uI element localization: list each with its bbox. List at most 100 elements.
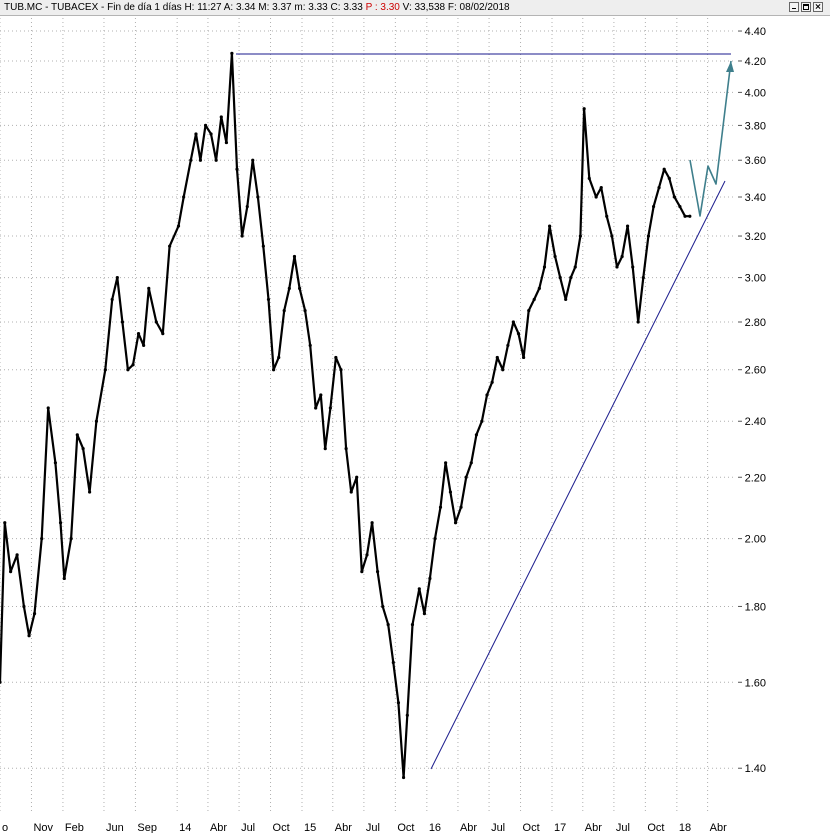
x-tick-label: o — [2, 822, 8, 833]
price-point — [569, 275, 573, 280]
price-point — [272, 368, 276, 372]
price-point — [631, 265, 635, 269]
price-point — [405, 713, 409, 717]
price-point — [391, 660, 395, 665]
price-point — [214, 158, 218, 162]
price-point — [527, 309, 531, 313]
close-label: C: — [330, 2, 341, 13]
x-tick-label: Abr — [710, 822, 727, 833]
previous-label: P : — [365, 2, 378, 13]
price-point — [662, 167, 666, 171]
price-point — [587, 176, 591, 180]
chart-grid — [0, 18, 736, 811]
price-point — [651, 204, 656, 209]
price-point — [198, 158, 203, 162]
minimize-icon[interactable] — [789, 2, 799, 12]
price-point — [261, 244, 265, 248]
price-series — [0, 51, 692, 780]
price-point — [558, 275, 562, 280]
price-point — [182, 195, 186, 199]
price-point — [386, 622, 390, 627]
price-point — [401, 775, 406, 780]
price-point — [532, 297, 536, 302]
x-tick-label: Jul — [366, 822, 380, 833]
trendlines — [236, 53, 731, 770]
price-point — [485, 393, 489, 397]
price-point — [381, 604, 385, 609]
price-point — [360, 570, 364, 574]
period-label: Fin de día 1 días — [107, 2, 182, 13]
price-point — [219, 115, 223, 119]
price-point — [319, 393, 323, 397]
price-point — [578, 234, 582, 238]
price-point — [370, 521, 374, 525]
support-trendline — [430, 180, 726, 770]
x-tick-label: Abr — [460, 822, 477, 833]
price-point — [678, 204, 682, 209]
y-tick-label: 3.60 — [745, 155, 766, 167]
price-point — [605, 214, 609, 218]
x-axis: o Nov Feb Jun Sep 14 Abr Jul Oct 15 Abr Jul Oct 16 Abr… — [2, 822, 727, 833]
price-point — [490, 380, 494, 384]
price-point — [553, 254, 557, 259]
y-tick-label: 3.40 — [745, 192, 766, 204]
price-point — [256, 195, 260, 199]
projection-arrowhead — [726, 61, 734, 72]
x-tick-label: 18 — [679, 822, 691, 833]
price-point — [594, 195, 598, 199]
price-point — [136, 332, 141, 336]
price-point — [646, 234, 651, 238]
close-value: 3.33 — [343, 2, 363, 13]
price-point — [615, 265, 619, 269]
price-point — [203, 123, 208, 128]
price-point — [110, 297, 114, 302]
price-point — [501, 368, 505, 372]
price-point — [235, 167, 239, 171]
price-point — [657, 186, 661, 190]
price-point — [131, 363, 135, 367]
price-point — [142, 343, 146, 348]
y-tick-label: 2.80 — [745, 317, 766, 329]
price-point — [344, 447, 348, 451]
x-tick-label: Abr — [210, 822, 227, 833]
price-point — [94, 419, 99, 423]
ticker-name: TUB.MC - TUBACEX — [4, 2, 99, 13]
previous-value: 3.30 — [380, 2, 400, 13]
price-point — [3, 521, 7, 525]
price-line — [0, 52, 690, 779]
y-tick-label: 2.00 — [745, 534, 766, 546]
price-point — [410, 622, 415, 627]
price-point — [667, 176, 671, 180]
price-point — [168, 244, 172, 248]
price-point — [582, 107, 586, 111]
x-tick-label: Oct — [397, 822, 414, 833]
x-tick-label: Oct — [273, 822, 290, 833]
price-point — [355, 475, 359, 479]
price-point — [69, 537, 73, 541]
x-tick-label: Oct — [647, 822, 664, 833]
y-tick-label: 3.00 — [745, 273, 766, 285]
price-point — [161, 332, 165, 336]
price-point — [58, 521, 63, 525]
price-point — [46, 406, 50, 410]
price-point — [81, 447, 85, 451]
close-icon[interactable] — [813, 2, 823, 12]
price-point — [469, 461, 473, 465]
time-value: 11:27 — [197, 2, 222, 13]
price-point — [15, 553, 19, 557]
x-tick-label: Feb — [65, 822, 84, 833]
maximize-icon[interactable] — [801, 2, 811, 12]
price-point — [339, 368, 343, 372]
price-point — [176, 224, 181, 228]
price-point — [323, 447, 327, 451]
price-point — [620, 254, 624, 259]
price-chart[interactable]: 1.40 1.60 1.80 2.00 2.20 2.40 2.60 2.80 3.00 3.20… — [0, 16, 830, 833]
quote-header: TUB.MC - TUBACEX - Fin de día 1 días H: … — [4, 2, 510, 13]
x-tick-label: Oct — [523, 822, 540, 833]
y-tick-label: 2.20 — [745, 472, 766, 484]
y-axis: 1.40 1.60 1.80 2.00 2.20 2.40 2.60 2.80 3.00 3.20… — [738, 26, 766, 775]
price-point — [32, 612, 37, 616]
x-tick-label: Nov — [33, 822, 53, 833]
price-point — [506, 343, 510, 348]
price-point — [564, 297, 568, 302]
